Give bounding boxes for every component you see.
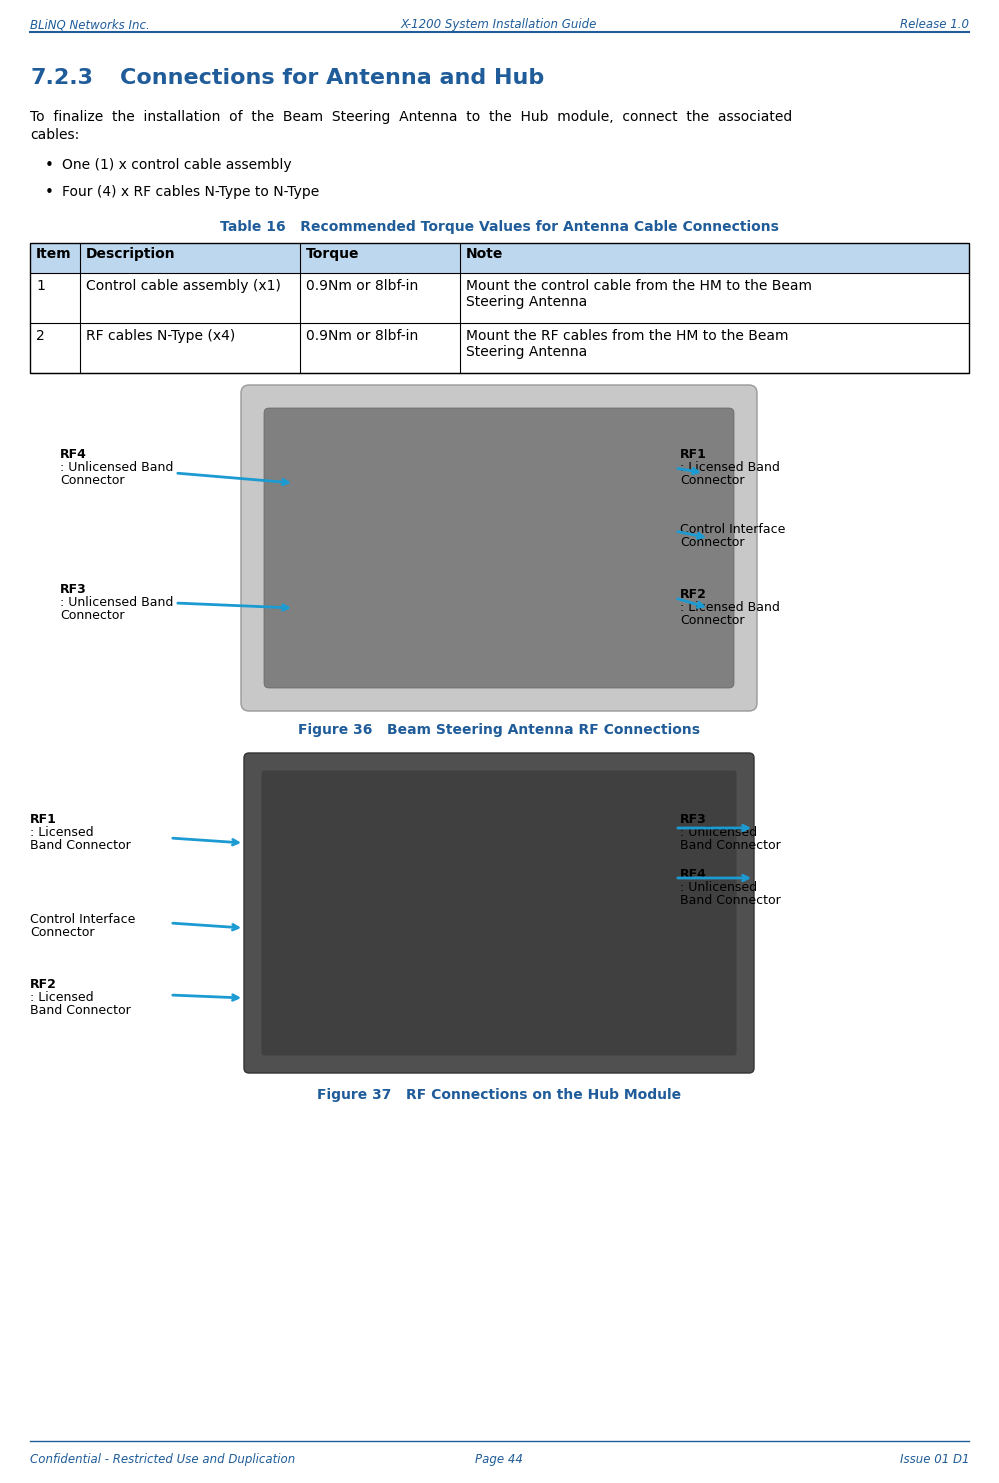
Text: Control cable assembly (x1): Control cable assembly (x1): [86, 279, 281, 294]
FancyBboxPatch shape: [30, 243, 969, 273]
Text: Band Connector: Band Connector: [30, 839, 131, 853]
FancyBboxPatch shape: [241, 386, 757, 710]
FancyBboxPatch shape: [261, 770, 737, 1056]
Text: Control Interface: Control Interface: [30, 914, 136, 925]
FancyBboxPatch shape: [244, 753, 754, 1074]
Text: RF cables N-Type (x4): RF cables N-Type (x4): [86, 329, 235, 343]
Text: Four (4) x RF cables N-Type to N-Type: Four (4) x RF cables N-Type to N-Type: [62, 185, 320, 199]
FancyBboxPatch shape: [264, 408, 734, 688]
Text: To  finalize  the  installation  of  the  Beam  Steering  Antenna  to  the  Hub : To finalize the installation of the Beam…: [30, 110, 792, 125]
Text: Figure 36   Beam Steering Antenna RF Connections: Figure 36 Beam Steering Antenna RF Conne…: [298, 724, 700, 737]
Text: : Unlicensed Band: : Unlicensed Band: [60, 461, 174, 475]
Text: : Unlicensed: : Unlicensed: [680, 881, 757, 894]
Text: Release 1.0: Release 1.0: [900, 18, 969, 31]
Text: Confidential - Restricted Use and Duplication: Confidential - Restricted Use and Duplic…: [30, 1453, 296, 1467]
Text: RF2: RF2: [30, 977, 57, 991]
Text: Band Connector: Band Connector: [680, 839, 781, 853]
Text: Connector: Connector: [60, 475, 125, 486]
Text: RF1: RF1: [30, 813, 57, 826]
Text: Connections for Antenna and Hub: Connections for Antenna and Hub: [120, 68, 544, 87]
Text: Steering Antenna: Steering Antenna: [466, 295, 587, 308]
Text: Connector: Connector: [680, 475, 744, 486]
Text: Band Connector: Band Connector: [30, 1004, 131, 1017]
Text: 1: 1: [36, 279, 45, 294]
Text: Figure 37   RF Connections on the Hub Module: Figure 37 RF Connections on the Hub Modu…: [317, 1089, 681, 1102]
Text: Torque: Torque: [306, 248, 360, 261]
Text: RF4: RF4: [680, 868, 707, 881]
Text: Issue 01 D1: Issue 01 D1: [899, 1453, 969, 1467]
Text: Connector: Connector: [680, 535, 744, 549]
Text: Table 16   Recommended Torque Values for Antenna Cable Connections: Table 16 Recommended Torque Values for A…: [220, 219, 778, 234]
Text: •: •: [45, 185, 54, 200]
Text: Item: Item: [36, 248, 72, 261]
Text: Steering Antenna: Steering Antenna: [466, 346, 587, 359]
Text: : Licensed: : Licensed: [30, 991, 94, 1004]
Text: : Licensed Band: : Licensed Band: [680, 461, 780, 475]
Text: : Licensed Band: : Licensed Band: [680, 601, 780, 614]
Text: Connector: Connector: [60, 610, 125, 621]
Text: 7.2.3: 7.2.3: [30, 68, 93, 87]
Text: 2: 2: [36, 329, 45, 343]
Text: : Licensed: : Licensed: [30, 826, 94, 839]
Text: Description: Description: [86, 248, 176, 261]
Text: RF3: RF3: [60, 583, 87, 596]
Text: : Unlicensed Band: : Unlicensed Band: [60, 596, 174, 610]
Text: •: •: [45, 159, 54, 174]
Text: : Unlicensed: : Unlicensed: [680, 826, 757, 839]
Text: BLiNQ Networks Inc.: BLiNQ Networks Inc.: [30, 18, 150, 31]
Text: RF3: RF3: [680, 813, 706, 826]
Text: Connector: Connector: [680, 614, 744, 627]
Text: Mount the RF cables from the HM to the Beam: Mount the RF cables from the HM to the B…: [466, 329, 788, 343]
Text: RF1: RF1: [680, 448, 707, 461]
Text: cables:: cables:: [30, 128, 79, 142]
Text: Control Interface: Control Interface: [680, 523, 785, 535]
Text: Connector: Connector: [30, 925, 95, 939]
Text: X-1200 System Installation Guide: X-1200 System Installation Guide: [401, 18, 597, 31]
Text: One (1) x control cable assembly: One (1) x control cable assembly: [62, 159, 292, 172]
Text: RF2: RF2: [680, 587, 707, 601]
Text: Band Connector: Band Connector: [680, 894, 781, 908]
Text: 0.9Nm or 8lbf-in: 0.9Nm or 8lbf-in: [306, 279, 419, 294]
Text: Mount the control cable from the HM to the Beam: Mount the control cable from the HM to t…: [466, 279, 812, 294]
Bar: [30, 243, 969, 374]
Text: Page 44: Page 44: [476, 1453, 522, 1467]
Text: RF4: RF4: [60, 448, 87, 461]
Text: Note: Note: [466, 248, 503, 261]
Text: 0.9Nm or 8lbf-in: 0.9Nm or 8lbf-in: [306, 329, 419, 343]
